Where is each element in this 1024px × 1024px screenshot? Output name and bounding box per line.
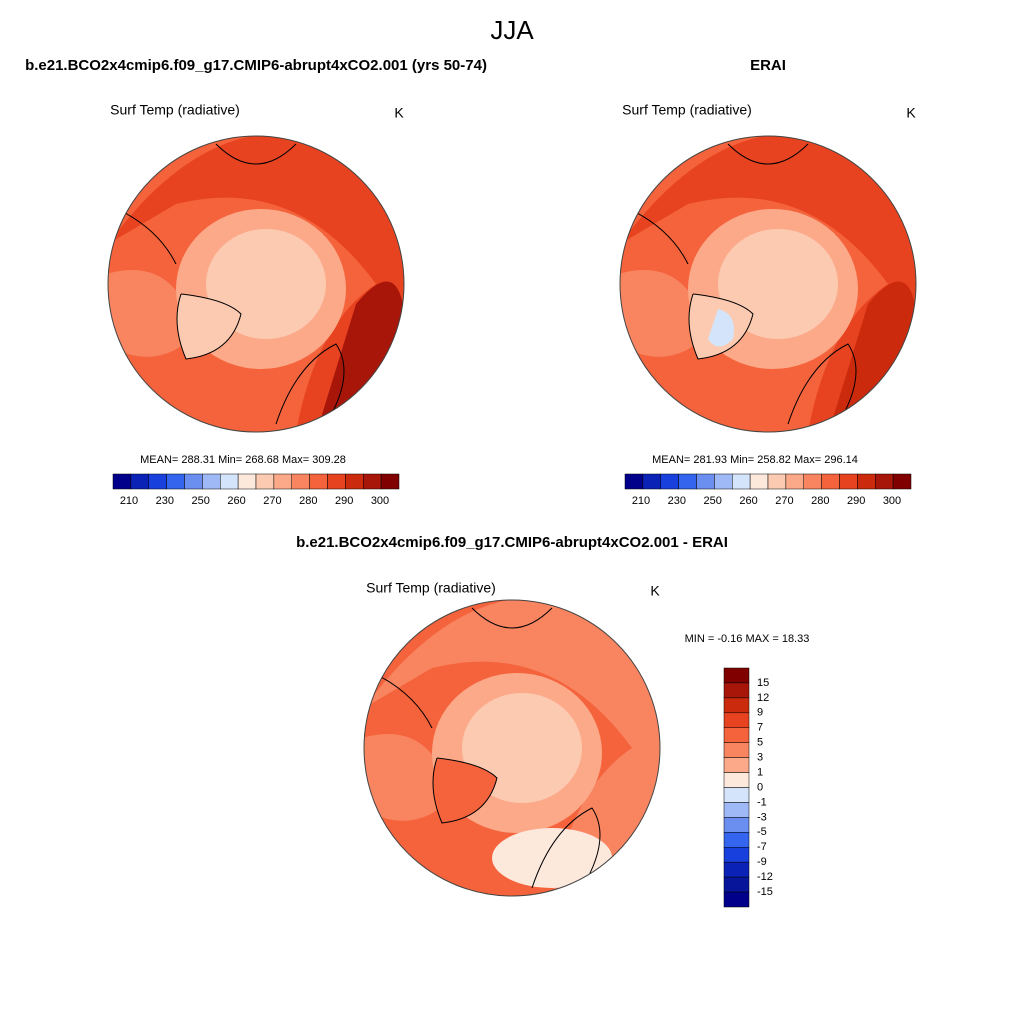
colorbar-box (660, 473, 679, 490)
colorbar-label: 0 (757, 781, 763, 793)
colorbar-box (309, 473, 328, 490)
colorbar-box (875, 473, 894, 490)
colorbar-label: -12 (757, 871, 773, 883)
colorbar-box (821, 473, 840, 490)
colorbar-box (803, 473, 822, 490)
colorbar-label: -7 (757, 841, 767, 853)
variable-label: Surf Temp (radiative) (366, 580, 496, 596)
colorbar-box (723, 757, 750, 773)
polar-map (108, 136, 404, 432)
colorbar-label: 15 (757, 677, 769, 689)
colorbar-label: -1 (757, 796, 767, 808)
colorbar-label: 210 (120, 495, 138, 507)
colorbar-box (255, 473, 275, 490)
colorbar-box (723, 787, 750, 803)
colorbar-box (380, 473, 400, 490)
variable-label: Surf Temp (radiative) (622, 102, 752, 118)
colorbar-label: 210 (632, 495, 650, 507)
colorbar-box (723, 697, 750, 714)
map-border (107, 135, 405, 433)
stats-label: MIN = -0.16 MAX = 18.33 (685, 633, 810, 645)
colorbar-box (220, 473, 239, 490)
colorbar-label: -9 (757, 856, 767, 868)
colorbar-box (723, 772, 750, 788)
colorbar-label: 280 (299, 495, 317, 507)
colorbar-box (723, 891, 750, 908)
colorbar-box (148, 473, 167, 490)
colorbar-box (291, 473, 310, 490)
polar-map (364, 600, 660, 896)
colorbar-label: 5 (757, 737, 763, 749)
colorbar-box (839, 473, 858, 490)
colorbar-label: 280 (811, 495, 829, 507)
colorbar-box (624, 473, 644, 490)
map-border (619, 135, 917, 433)
colorbar-label: 260 (739, 495, 757, 507)
units-label: K (906, 105, 916, 121)
colorbar-label: -3 (757, 811, 767, 823)
colorbar-label: -15 (757, 886, 773, 898)
colorbar-box (642, 473, 661, 490)
stats-label: MEAN= 281.93 Min= 258.82 Max= 296.14 (652, 454, 858, 466)
stats-label: MEAN= 288.31 Min= 268.68 Max= 309.28 (140, 454, 346, 466)
colorbar-box (785, 473, 804, 490)
colorbar-label: 290 (335, 495, 353, 507)
colorbar-box (363, 473, 382, 490)
colorbar-box (723, 802, 750, 818)
colorbar-label: 300 (883, 495, 901, 507)
colorbar-box (732, 473, 751, 490)
panel-title: b.e21.BCO2x4cmip6.f09_g17.CMIP6-abrupt4x… (296, 534, 728, 551)
colorbar-box (696, 473, 715, 490)
colorbar-label: 9 (757, 707, 763, 719)
panel-title: ERAI (750, 57, 786, 74)
variable-label: Surf Temp (radiative) (110, 102, 240, 118)
units-label: K (650, 583, 660, 599)
colorbar-box (345, 473, 364, 490)
colorbar-label: 270 (775, 495, 793, 507)
colorbar-box (714, 473, 733, 490)
map-border (363, 599, 661, 897)
colorbar-label: 260 (227, 495, 245, 507)
colorbar-box (166, 473, 185, 490)
colorbar-box (202, 473, 221, 490)
colorbar-box (723, 727, 750, 743)
colorbar-label: -5 (757, 826, 767, 838)
colorbar-box (749, 473, 769, 490)
colorbar-box (184, 473, 203, 490)
colorbar-box (892, 473, 912, 490)
colorbar-box (857, 473, 876, 490)
colorbar-box (678, 473, 697, 490)
colorbar-box (723, 832, 750, 848)
colorbar-box (723, 667, 750, 684)
colorbar-label: 290 (847, 495, 865, 507)
colorbar-box (327, 473, 346, 490)
colorbar-label: 300 (371, 495, 389, 507)
colorbar-box (723, 742, 750, 758)
colorbar-label: 3 (757, 752, 763, 764)
colorbar-box (723, 712, 750, 728)
colorbar-box (112, 473, 132, 490)
colorbar-box (723, 682, 750, 699)
colorbar-box (130, 473, 149, 490)
panel-title: b.e21.BCO2x4cmip6.f09_g17.CMIP6-abrupt4x… (25, 57, 487, 74)
units-label: K (394, 105, 404, 121)
colorbar-label: 250 (704, 495, 722, 507)
colorbar-label: 1 (757, 766, 763, 778)
colorbar-box (767, 473, 787, 490)
colorbar-box (273, 473, 292, 490)
colorbar-box (723, 817, 750, 833)
colorbar-label: 7 (757, 722, 763, 734)
colorbar-label: 230 (668, 495, 686, 507)
colorbar-label: 230 (156, 495, 174, 507)
colorbar-box (723, 861, 750, 878)
colorbar-box (723, 876, 750, 893)
colorbar-label: 270 (263, 495, 281, 507)
colorbar-box (237, 473, 257, 490)
colorbar-label: 12 (757, 692, 769, 704)
figure-title: JJA (490, 15, 534, 45)
colorbar-label: 250 (192, 495, 210, 507)
colorbar-box (723, 847, 750, 863)
